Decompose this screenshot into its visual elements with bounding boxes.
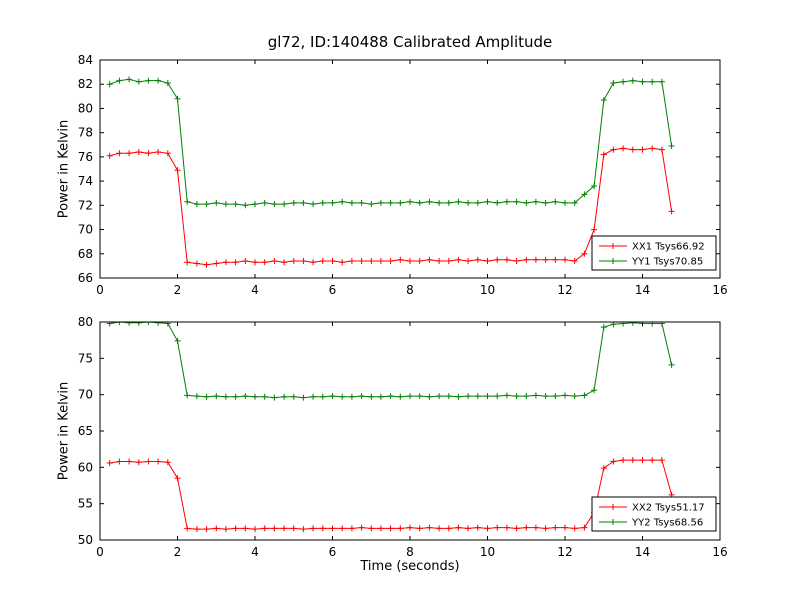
series-markers	[106, 76, 675, 209]
y-tick-label: 70	[78, 223, 93, 237]
legend: XX2 Tsys51.17 YY2 Tsys68.56	[591, 496, 717, 532]
x-tick-label: 10	[480, 545, 495, 559]
series-line	[109, 459, 673, 530]
subplot-1: 0 2 4 6 8 10 12 14 16 50 55 60 65 70 75 80 XX2 Tsys51.17…	[78, 315, 728, 559]
x-tick-label: 0	[96, 283, 104, 297]
y-axis-label-top: Power in Kelvin	[56, 119, 72, 219]
y-tick-label: 65	[78, 424, 93, 438]
x-tick-label: 2	[174, 283, 182, 297]
legend-marker	[610, 504, 616, 510]
x-tick-label: 12	[557, 545, 572, 559]
y-tick-label: 78	[78, 126, 93, 140]
x-tick-label: 6	[329, 545, 337, 559]
series-line	[109, 322, 673, 399]
y-axis-label-bottom: Power in Kelvin	[56, 381, 72, 481]
legend-label: XX2 Tsys51.17	[632, 503, 705, 514]
legend-label: YY1 Tsys70.85	[631, 257, 703, 268]
y-tick-label: 82	[78, 77, 93, 91]
y-tick-label: 80	[78, 101, 93, 115]
series-markers	[106, 145, 675, 268]
legend-marker	[610, 258, 616, 264]
x-tick-label: 8	[406, 545, 414, 559]
series-line	[109, 78, 673, 206]
legend-marker	[610, 519, 616, 525]
x-tick-label: 12	[557, 283, 572, 297]
legend: XX1 Tsys66.92 YY1 Tsys70.85	[591, 235, 717, 271]
x-tick-label: 0	[96, 545, 104, 559]
y-tick-label: 55	[78, 497, 93, 511]
y-tick-label: 68	[78, 247, 93, 261]
y-tick-label: 72	[78, 198, 93, 212]
legend-marker	[610, 243, 616, 249]
y-tick-label: 66	[78, 271, 93, 285]
legend-box	[591, 496, 717, 532]
x-tick-label: 6	[329, 283, 337, 297]
chart-title: gl72, ID:140488 Calibrated Amplitude	[267, 33, 553, 51]
x-tick-label: 16	[712, 283, 727, 297]
x-tick-label: 10	[480, 283, 495, 297]
x-tick-label: 8	[406, 283, 414, 297]
x-tick-label: 4	[251, 283, 259, 297]
x-tick-label: 2	[174, 545, 182, 559]
y-tick-label: 76	[78, 150, 93, 164]
legend-label: XX1 Tsys66.92	[632, 242, 705, 253]
y-tick-label: 80	[78, 315, 93, 329]
series-markers	[106, 457, 675, 533]
y-tick-label: 75	[78, 351, 93, 365]
y-tick-label: 70	[78, 388, 93, 402]
y-tick-label: 60	[78, 460, 93, 474]
series-markers	[106, 322, 675, 401]
x-tick-label: 14	[635, 545, 650, 559]
legend-box	[591, 235, 717, 271]
x-tick-label: 16	[712, 545, 727, 559]
y-tick-label: 50	[78, 533, 93, 547]
legend-label: YY2 Tsys68.56	[631, 518, 703, 529]
x-tick-label: 14	[635, 283, 650, 297]
series-group	[106, 76, 675, 268]
series-group	[106, 322, 675, 533]
x-axis-label: Time (seconds)	[360, 559, 460, 574]
y-tick-label: 84	[78, 53, 93, 67]
x-tick-label: 4	[251, 545, 259, 559]
y-tick-label: 74	[78, 174, 93, 188]
series-line	[109, 147, 673, 266]
